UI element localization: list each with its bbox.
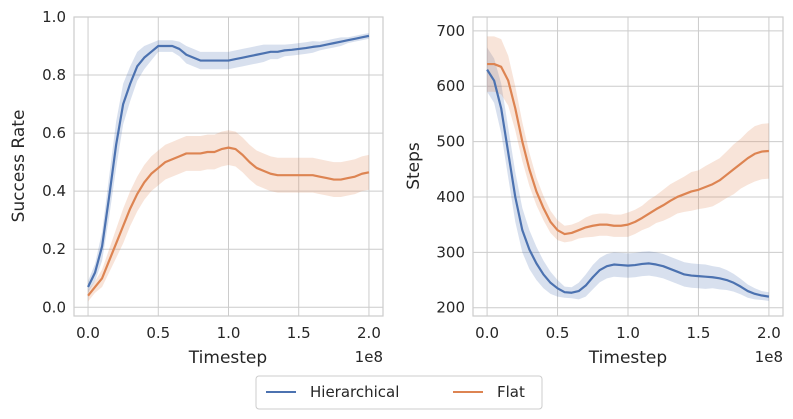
x-tick-label: 0.5 — [546, 324, 570, 342]
x-tick-label: 1.5 — [287, 324, 311, 342]
x-tick-label: 2.0 — [757, 324, 781, 342]
legend-label-flat: Flat — [497, 383, 525, 401]
steps-chart: 200 300 400 500 600 700 0.0 0.5 1.0 1.5 2.0 Times… — [404, 16, 784, 368]
x-axis-label: Timestep — [588, 348, 667, 368]
y-tick-label: 1.0 — [42, 8, 66, 26]
y-tick-label: 700 — [436, 22, 465, 40]
y-tick-label: 0.2 — [42, 240, 66, 258]
line-hierarchical — [486, 69, 770, 298]
x-offset-label: 1e8 — [355, 348, 383, 366]
x-axis-label: Timestep — [188, 348, 267, 368]
line-flat — [87, 146, 370, 297]
grid — [74, 16, 383, 316]
y-tick-label: 300 — [436, 243, 465, 261]
y-tick-label: 600 — [436, 77, 465, 95]
x-tick-label: 1.5 — [687, 324, 711, 342]
y-axis-label: Steps — [404, 142, 424, 190]
line-flat — [487, 62, 769, 236]
legend: Hierarchical Flat — [255, 375, 543, 410]
grid — [473, 17, 783, 316]
x-tick-label: 2.0 — [357, 324, 381, 342]
y-tick-label: 0.6 — [42, 124, 66, 142]
legend-label-hierarchical: Hierarchical — [310, 383, 399, 401]
y-tick-label: 0.8 — [42, 66, 66, 84]
x-tick-label: 1.0 — [217, 324, 241, 342]
y-tick-label: 400 — [436, 188, 465, 206]
x-tick-label: 0.0 — [76, 324, 100, 342]
y-tick-label: 0.4 — [42, 182, 66, 200]
y-tick-label: 0.0 — [42, 298, 66, 316]
x-offset-label: 1e8 — [755, 348, 783, 366]
y-tick-label: 200 — [436, 299, 465, 317]
success-rate-chart: 0.0 0.2 0.4 0.6 0.8 1.0 0.0 0.5 1.0 1.5 2.0 Times… — [9, 8, 384, 368]
line-hierarchical — [87, 34, 370, 288]
series-lines — [486, 62, 770, 298]
y-tick-label: 500 — [436, 133, 465, 151]
legend-box — [255, 375, 543, 410]
band-flat — [88, 130, 369, 302]
y-tick-labels: 200 300 400 500 600 700 — [436, 22, 465, 317]
x-tick-labels: 0.0 0.5 1.0 1.5 2.0 — [475, 324, 781, 342]
confidence-bands — [88, 32, 369, 302]
series-lines — [87, 34, 370, 297]
x-tick-labels: 0.0 0.5 1.0 1.5 2.0 — [76, 324, 381, 342]
y-axis-label: Success Rate — [9, 110, 29, 223]
y-tick-labels: 0.0 0.2 0.4 0.6 0.8 1.0 — [42, 8, 66, 316]
x-tick-label: 1.0 — [616, 324, 640, 342]
x-tick-label: 0.5 — [146, 324, 170, 342]
x-tick-label: 0.0 — [475, 324, 499, 342]
